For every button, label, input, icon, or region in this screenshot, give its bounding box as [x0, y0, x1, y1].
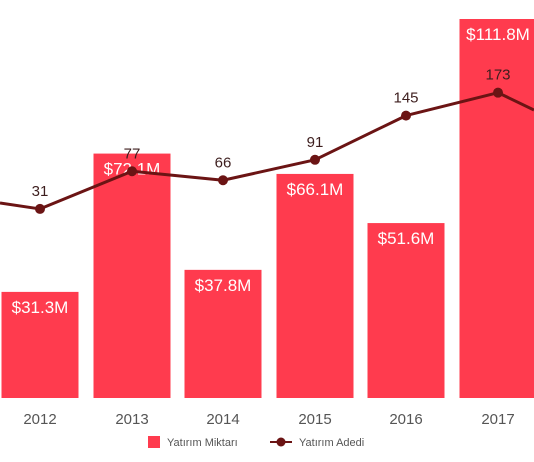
bar-2016: [367, 223, 445, 398]
line-point-2014: [218, 175, 228, 186]
line-point-2015: [310, 154, 320, 165]
line-point-2012: [35, 203, 45, 214]
bar-2014: [184, 269, 262, 398]
line-label-2013: 77: [124, 145, 141, 162]
line-point-2017: [493, 87, 503, 98]
legend-line-label: Yatırım Adedi: [299, 437, 364, 449]
bar-label-2016: $51.6M: [378, 229, 435, 248]
legend-bar-swatch: [148, 436, 160, 448]
line-series: [0, 87, 534, 214]
x-tick-2013: 2013: [115, 411, 148, 428]
x-tick-2015: 2015: [298, 411, 331, 428]
line-label-2015: 91: [307, 134, 324, 151]
bar-2015: [276, 173, 354, 398]
bar-label-2017: $111.8M: [466, 25, 530, 44]
line-label-2012: 31: [32, 183, 49, 200]
bar-label-2015: $66.1M: [287, 180, 344, 199]
bar-2012: [1, 291, 79, 398]
x-tick-2012: 2012: [23, 411, 56, 428]
line-label-2014: 66: [215, 154, 232, 171]
line-value-labels: 31 77 66 91 145 173: [32, 67, 511, 200]
x-axis-ticks: 2012 2013 2014 2015 2016 2017: [23, 411, 514, 428]
bar-label-2012: $31.3M: [12, 298, 69, 317]
line-path: [0, 91, 534, 211]
x-tick-2017: 2017: [481, 411, 514, 428]
legend-bar-label: Yatırım Miktarı: [167, 437, 238, 449]
legend-line-marker: [276, 437, 286, 447]
line-point-2013: [127, 166, 137, 177]
x-tick-2016: 2016: [389, 411, 422, 428]
line-point-2016: [401, 110, 411, 121]
legend: Yatırım Miktarı Yatırım Adedi: [148, 436, 364, 449]
bar-series: [1, 19, 534, 398]
bar-label-2014: $37.8M: [195, 276, 252, 295]
bar-value-labels: $31.3M$72.1M$37.8M$66.1M$51.6M$111.8M: [12, 25, 530, 317]
bar-2017: [459, 19, 534, 398]
line-label-2017: 173: [485, 67, 510, 84]
x-tick-2014: 2014: [206, 411, 239, 428]
line-label-2016: 145: [393, 90, 418, 107]
bar-2013: [93, 153, 171, 398]
